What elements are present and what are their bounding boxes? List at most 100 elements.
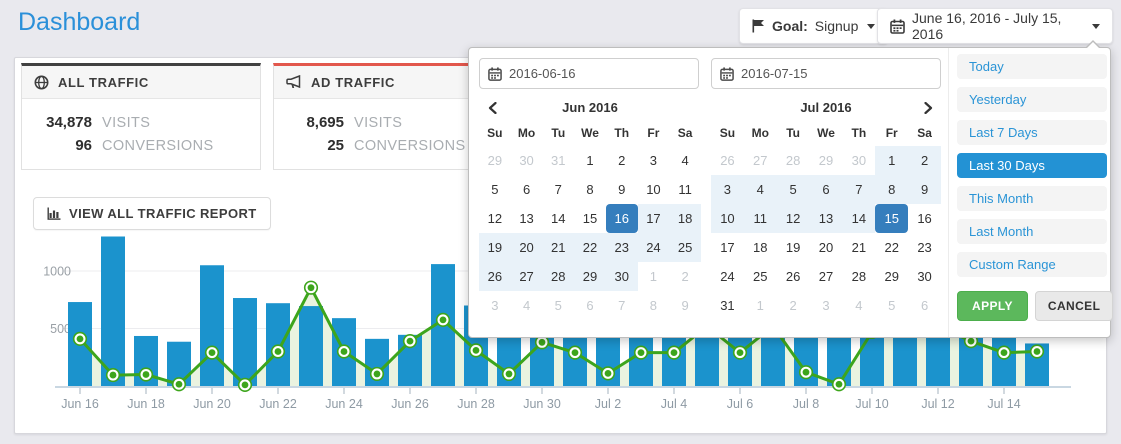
cancel-button[interactable]: CANCEL (1034, 291, 1114, 321)
calendar-day[interactable]: 14 (842, 204, 876, 233)
calendar-day[interactable]: 1 (875, 146, 909, 175)
prev-month-button[interactable] (481, 95, 503, 121)
date-range-button[interactable]: June 16, 2016 - July 15, 2016 (877, 8, 1113, 44)
calendar-day[interactable]: 7 (618, 298, 626, 313)
calendar-day[interactable]: 5 (888, 298, 896, 313)
calendar-day[interactable]: 29 (884, 269, 899, 284)
calendar-day[interactable]: 13 (809, 204, 843, 233)
next-month-button[interactable] (917, 95, 939, 121)
apply-button[interactable]: APPLY (957, 291, 1028, 321)
calendar-day[interactable]: 31 (720, 298, 735, 313)
calendar-day[interactable]: 26 (720, 153, 735, 168)
range-option-today[interactable]: Today (957, 54, 1107, 79)
calendar-day[interactable]: 3 (711, 175, 744, 204)
range-option-last-7-days[interactable]: Last 7 Days (957, 120, 1107, 145)
calendar-day[interactable]: 27 (753, 153, 768, 168)
calendar-day[interactable]: 5 (776, 175, 810, 204)
calendar-day[interactable]: 21 (851, 240, 867, 255)
calendar-day[interactable]: 4 (855, 298, 863, 313)
range-option-last-month[interactable]: Last Month (957, 219, 1107, 244)
calendar-day[interactable]: 7 (554, 182, 562, 197)
calendar-day[interactable]: 6 (809, 175, 843, 204)
start-date-field[interactable] (479, 58, 699, 89)
calendar-day[interactable]: 3 (491, 298, 499, 313)
calendar-day[interactable]: 5 (491, 182, 499, 197)
calendar-day[interactable]: 21 (542, 233, 575, 262)
calendar-day[interactable]: 20 (818, 240, 834, 255)
calendar-day[interactable]: 28 (542, 262, 575, 291)
calendar-day[interactable]: 19 (479, 233, 511, 262)
calendar-day[interactable]: 2 (908, 146, 941, 175)
calendar-day[interactable]: 30 (605, 262, 638, 291)
calendar-day[interactable]: 27 (510, 262, 543, 291)
calendar-day[interactable]: 2 (789, 298, 797, 313)
calendar-day[interactable]: 31 (551, 153, 566, 168)
calendar-day[interactable]: 18 (753, 240, 768, 255)
calendar-day[interactable]: 25 (753, 269, 768, 284)
calendar-day[interactable]: 15 (582, 211, 598, 226)
goal-selector-button[interactable]: Goal: Signup (739, 8, 889, 44)
end-date-input[interactable] (741, 66, 932, 81)
range-option-custom-range[interactable]: Custom Range (957, 252, 1107, 277)
calendar-day[interactable]: 9 (618, 182, 626, 197)
calendar-day[interactable]: 28 (785, 153, 801, 168)
calendar-day[interactable]: 11 (678, 182, 692, 197)
calendar-day[interactable]: 26 (479, 262, 511, 291)
calendar-day[interactable]: 27 (818, 269, 834, 284)
calendar-day-selected[interactable]: 16 (605, 204, 638, 233)
calendar-day[interactable]: 6 (586, 298, 594, 313)
calendar-day[interactable]: 4 (681, 153, 689, 168)
calendar-day[interactable]: 28 (851, 269, 867, 284)
calendar-day[interactable]: 18 (669, 204, 701, 233)
calendar-day[interactable]: 1 (586, 153, 594, 168)
calendar-day[interactable]: 9 (908, 175, 941, 204)
calendar-day[interactable]: 10 (646, 182, 661, 197)
range-option-last-30-days[interactable]: Last 30 Days (957, 153, 1107, 178)
calendar-day[interactable]: 30 (519, 153, 534, 168)
range-option-yesterday[interactable]: Yesterday (957, 87, 1107, 112)
calendar-day[interactable]: 12 (487, 211, 503, 226)
calendar-day[interactable]: 3 (649, 153, 658, 168)
calendar-day[interactable]: 23 (605, 233, 638, 262)
calendar-day[interactable]: 19 (785, 240, 801, 255)
calendar-day[interactable]: 5 (554, 298, 562, 313)
calendar-day[interactable]: 2 (681, 269, 689, 284)
calendar-day[interactable]: 24 (637, 233, 670, 262)
calendar-day-selected[interactable]: 15 (875, 204, 909, 233)
calendar-day[interactable]: 22 (574, 233, 606, 262)
calendar-day[interactable]: 22 (884, 240, 899, 255)
calendar-day[interactable]: 11 (743, 204, 777, 233)
calendar-day[interactable]: 26 (785, 269, 801, 284)
calendar-day[interactable]: 29 (818, 153, 834, 168)
calendar-day[interactable]: 4 (522, 298, 531, 313)
start-date-input[interactable] (509, 66, 690, 81)
view-all-traffic-report-button[interactable]: VIEW ALL TRAFFIC REPORT (33, 197, 271, 230)
calendar-day[interactable]: 1 (756, 298, 764, 313)
calendar-day[interactable]: 23 (917, 240, 932, 255)
calendar-day[interactable]: 2 (618, 153, 626, 168)
calendar-day[interactable]: 7 (842, 175, 876, 204)
calendar-day[interactable]: 24 (720, 269, 735, 284)
calendar-day[interactable]: 17 (720, 240, 735, 255)
calendar-day[interactable]: 8 (875, 175, 909, 204)
calendar-day[interactable]: 16 (917, 211, 932, 226)
calendar-day[interactable]: 13 (519, 211, 534, 226)
calendar-day[interactable]: 17 (637, 204, 670, 233)
calendar-day[interactable]: 14 (551, 211, 566, 226)
range-option-this-month[interactable]: This Month (957, 186, 1107, 211)
calendar-day[interactable]: 6 (522, 182, 531, 197)
calendar-day[interactable]: 20 (510, 233, 543, 262)
calendar-day[interactable]: 1 (649, 269, 658, 284)
end-date-field[interactable] (711, 58, 941, 89)
calendar-day[interactable]: 29 (574, 262, 606, 291)
calendar-day[interactable]: 6 (920, 298, 929, 313)
calendar-day[interactable]: 8 (649, 298, 658, 313)
calendar-day[interactable]: 9 (681, 298, 689, 313)
calendar-day[interactable]: 25 (669, 233, 701, 262)
calendar-day[interactable]: 8 (586, 182, 594, 197)
calendar-day[interactable]: 3 (822, 298, 830, 313)
calendar-day[interactable]: 4 (743, 175, 777, 204)
calendar-day[interactable]: 10 (711, 204, 744, 233)
calendar-day[interactable]: 29 (487, 153, 503, 168)
calendar-day[interactable]: 30 (917, 269, 932, 284)
